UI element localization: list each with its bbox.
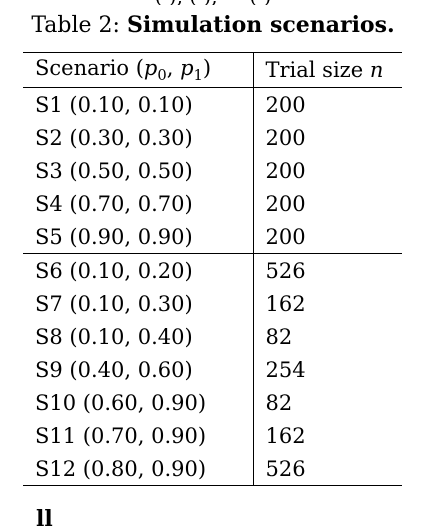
cell-trial-size: 82 (265, 390, 293, 415)
table-row: S2 (0.30, 0.30) 200 (23, 121, 402, 154)
cell-scenario: S9 (0.40, 0.60) (23, 353, 254, 386)
cell-trial-size: 200 (265, 92, 306, 117)
cell-trial-size: 254 (265, 357, 306, 382)
cell-trial-size: 200 (265, 224, 306, 249)
table-caption: Table 2: Simulation scenarios. (0, 10, 426, 41)
table-row: S4 (0.70, 0.70) 200 (23, 187, 402, 220)
header-trial-size: Trial size n (253, 52, 402, 88)
table-row: S1 (0.10, 0.10) 200 (23, 87, 402, 121)
cell-scenario: S8 (0.10, 0.40) (23, 320, 254, 353)
table-row: S5 (0.90, 0.90) 200 (23, 220, 402, 254)
cell-scenario: S12 (0.80, 0.90) (23, 452, 254, 486)
caption-title: Simulation scenarios. (126, 12, 395, 38)
cell-scenario: S5 (0.90, 0.90) (23, 220, 254, 254)
cell-trial-size: 82 (265, 324, 293, 349)
cell-scenario: S3 (0.50, 0.50) (23, 154, 254, 187)
cell-scenario: S6 (0.10, 0.20) (23, 253, 254, 287)
cell-trial-size: 162 (265, 423, 306, 448)
table-row: S6 (0.10, 0.20) 526 (23, 253, 402, 287)
cell-scenario: S4 (0.70, 0.70) (23, 187, 254, 220)
cell-trial-size: 200 (265, 191, 306, 216)
clipped-text-above: (·), (·), ··· (·) (0, 0, 426, 5)
table-body: S1 (0.10, 0.10) 200 S2 (0.30, 0.30) 200 S3 (… (23, 87, 402, 486)
table-row: S12 (0.80, 0.90) 526 (23, 452, 402, 486)
simulation-scenarios-table: Scenario (p0, p1) Trial size n S1 (0.10,… (23, 52, 402, 486)
cell-trial-size: 526 (253, 452, 402, 486)
cell-scenario: S7 (0.10, 0.30) (23, 287, 254, 320)
table-row: S3 (0.50, 0.50) 200 (23, 154, 402, 187)
cell-scenario: S1 (0.10, 0.10) (23, 87, 254, 121)
cell-scenario: S10 (0.60, 0.90) (23, 386, 254, 419)
cell-trial-size: 162 (265, 291, 306, 316)
clipped-text-below: ll (36, 506, 53, 532)
table-row: S11 (0.70, 0.90) 162 (23, 419, 402, 452)
cell-trial-size: 200 (265, 158, 306, 183)
table-row: S10 (0.60, 0.90) 82 (23, 386, 402, 419)
cell-trial-size: 200 (265, 125, 306, 150)
caption-prefix: Table 2: (31, 13, 127, 38)
table-header-row: Scenario (p0, p1) Trial size n (23, 52, 402, 88)
table-row: S9 (0.40, 0.60) 254 (23, 353, 402, 386)
table-row: S8 (0.10, 0.40) 82 (23, 320, 402, 353)
header-scenario: Scenario (p0, p1) (23, 52, 254, 88)
table-row: S7 (0.10, 0.30) 162 (23, 287, 402, 320)
cell-scenario: S2 (0.30, 0.30) (23, 121, 254, 154)
cell-trial-size: 526 (253, 253, 402, 287)
cell-scenario: S11 (0.70, 0.90) (23, 419, 254, 452)
